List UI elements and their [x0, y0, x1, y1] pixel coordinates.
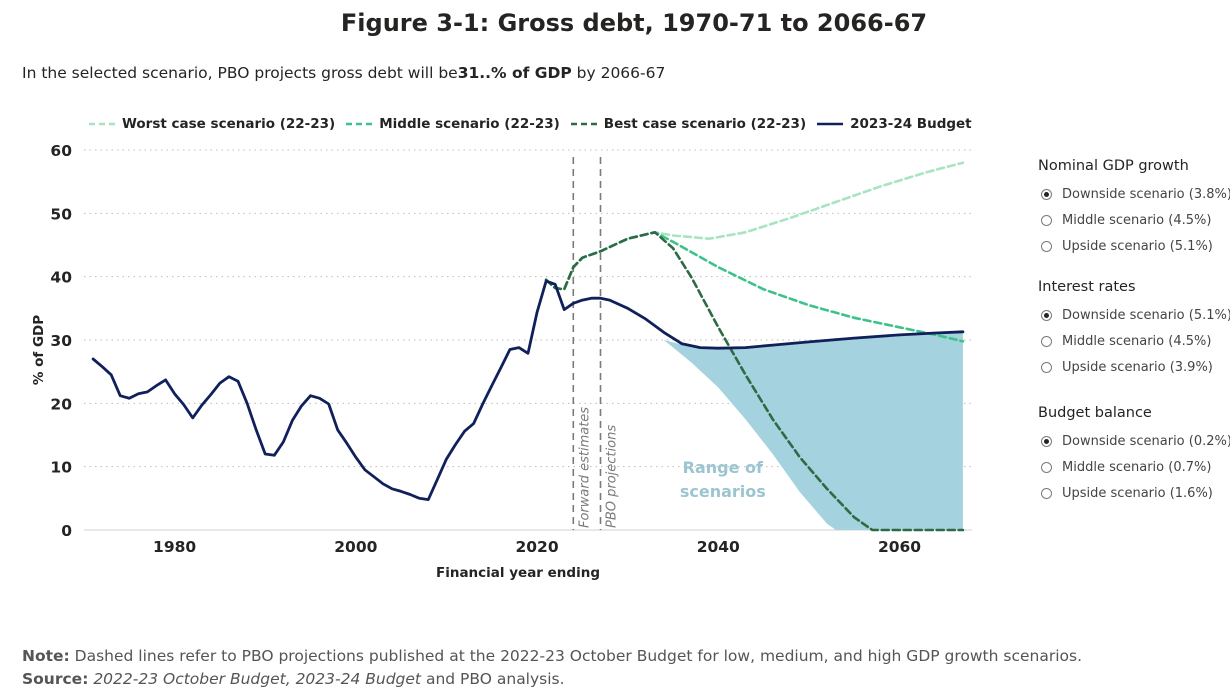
legend-swatch [570, 122, 597, 126]
legend-swatch [817, 122, 844, 126]
legend-label: Middle scenario (22-23) [379, 116, 560, 132]
scenario-option[interactable]: Upside scenario (3.9%) [1038, 354, 1230, 380]
legend-item[interactable]: Worst case scenario (22-23) [88, 116, 335, 132]
scenario-option-label: Downside scenario (5.1%) [1062, 307, 1230, 323]
scenario-group: Interest rates Downside scenario (5.1%) Mi… [1038, 279, 1230, 380]
series-line-4 [91, 279, 965, 501]
x-tick-label: 2000 [334, 538, 377, 556]
scenario-group-title: Nominal GDP growth [1038, 158, 1189, 174]
source-line: Source: 2022-23 October Budget, 2023-24 … [22, 668, 1082, 691]
x-tick-label: 2040 [697, 538, 740, 556]
radio-button-icon[interactable] [1041, 335, 1052, 347]
legend-label: 2023-24 Budget [850, 116, 972, 132]
summary-suffix: by 2066-67 [571, 64, 666, 82]
scenario-option[interactable]: Middle scenario (0.7%) [1038, 454, 1230, 480]
scenario-group: Nominal GDP growth Downside scenario (3.8… [1038, 158, 1230, 259]
scenario-option-label: Downside scenario (0.2%) [1062, 433, 1230, 449]
scenario-option[interactable]: Middle scenario (4.5%) [1038, 207, 1230, 233]
y-tick-label: 60 [50, 142, 72, 160]
radio-button-icon[interactable] [1041, 361, 1052, 373]
legend-swatch [346, 122, 373, 126]
scenario-option[interactable]: Upside scenario (5.1%) [1038, 233, 1230, 259]
scenario-option-label: Middle scenario (4.5%) [1062, 212, 1212, 228]
range-of-scenarios-area [663, 331, 963, 530]
scenario-group: Budget balance Downside scenario (0.2%) Mi… [1038, 405, 1230, 506]
x-axis-title: Financial year ending [436, 565, 600, 581]
x-tick-label: 2020 [515, 538, 558, 556]
series-line-3 [544, 231, 965, 532]
figure-title: Figure 3-1: Gross debt, 1970-71 to 2066-… [340, 9, 928, 37]
radio-button-icon[interactable] [1041, 435, 1052, 447]
note-line: Note: Dashed lines refer to PBO projecti… [22, 645, 1082, 668]
selected-scenario-summary: In the selected scenario, PBO projects g… [22, 64, 665, 82]
legend-swatch [89, 122, 115, 126]
scenario-option[interactable]: Middle scenario (4.5%) [1038, 328, 1230, 354]
vertical-marker-label: PBO projections [604, 425, 619, 528]
source-italic: 2022-23 October Budget, 2023-24 Budget [88, 670, 422, 688]
y-tick-label: 0 [61, 522, 72, 540]
legend-item[interactable]: Middle scenario (22-23) [345, 116, 560, 132]
scenario-option-label: Middle scenario (0.7%) [1062, 459, 1212, 475]
radio-button-icon[interactable] [1041, 461, 1052, 473]
y-tick-label: 30 [50, 332, 72, 350]
scenario-group-title: Interest rates [1038, 279, 1136, 295]
series-line-2 [544, 231, 965, 343]
scenario-group-title: Budget balance [1038, 405, 1152, 421]
legend-item[interactable]: Best case scenario (22-23) [570, 116, 806, 132]
range-annotation-label: Range of [683, 458, 764, 477]
range-annotation-label: scenarios [680, 482, 766, 501]
scenario-option-label: Upside scenario (3.9%) [1062, 359, 1213, 375]
radio-button-icon[interactable] [1041, 240, 1052, 252]
scenario-option[interactable]: Upside scenario (1.6%) [1038, 480, 1230, 506]
gross-debt-chart: 0 10 20 30 40 50 60 1980 2000 2020 2040 2060 Financi… [31, 142, 972, 581]
series-line-1 [544, 161, 965, 291]
chart-legend: Worst case scenario (22-23) Middle scenar… [88, 114, 982, 134]
scenario-option[interactable]: Downside scenario (0.2%) [1038, 428, 1230, 454]
legend-item[interactable]: 2023-24 Budget [816, 116, 972, 132]
y-tick-label: 50 [50, 205, 72, 223]
radio-button-icon[interactable] [1041, 487, 1052, 499]
scenario-option-label: Upside scenario (1.6%) [1062, 485, 1213, 501]
radio-button-icon[interactable] [1041, 188, 1052, 200]
chart-footer: Note: Dashed lines refer to PBO projecti… [22, 645, 1082, 691]
radio-button-icon[interactable] [1041, 214, 1052, 226]
scenario-option-label: Downside scenario (3.8%) [1062, 186, 1230, 202]
y-tick-label: 20 [50, 395, 72, 413]
summary-value: 31..% of GDP [457, 64, 572, 82]
scenario-option-label: Upside scenario (5.1%) [1062, 238, 1213, 254]
radio-button-icon[interactable] [1041, 309, 1052, 321]
legend-label: Worst case scenario (22-23) [122, 116, 336, 132]
y-tick-label: 40 [50, 269, 72, 287]
legend-label: Best case scenario (22-23) [603, 116, 807, 132]
note-label: Note: [22, 647, 70, 665]
scenario-option[interactable]: Downside scenario (3.8%) [1038, 181, 1230, 207]
note-text: Dashed lines refer to PBO projections pu… [69, 647, 1083, 665]
summary-prefix: In the selected scenario, PBO projects g… [22, 64, 458, 82]
vertical-marker-label: Forward estimates [577, 407, 592, 528]
source-text: and PBO analysis. [421, 670, 565, 688]
x-tick-label: 2060 [878, 538, 921, 556]
y-axis-title: % of GDP [31, 315, 47, 385]
y-tick-label: 10 [50, 459, 72, 477]
source-label: Source: [22, 670, 89, 688]
scenario-option-label: Middle scenario (4.5%) [1062, 333, 1212, 349]
scenario-option[interactable]: Downside scenario (5.1%) [1038, 302, 1230, 328]
x-tick-label: 1980 [153, 538, 196, 556]
